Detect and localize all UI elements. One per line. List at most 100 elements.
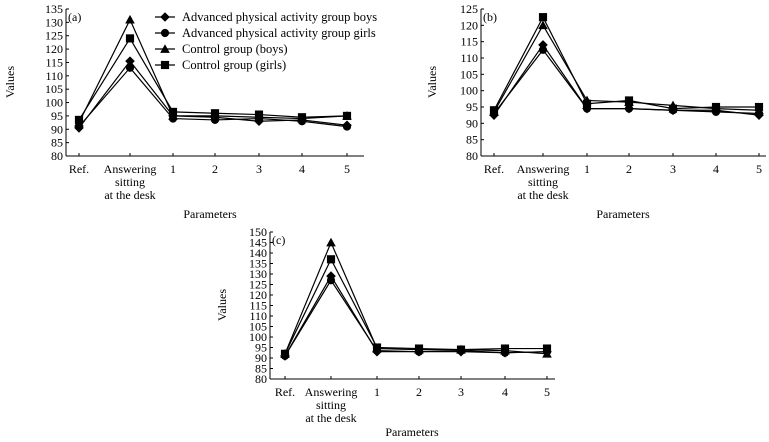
legend-label: Advanced physical activity group boys [182, 10, 377, 24]
y-tick-label: 90 [51, 122, 63, 136]
y-tick-label: 145 [249, 236, 267, 250]
series-line-diamond [284, 274, 548, 357]
point-square [168, 107, 178, 116]
point-square [210, 109, 220, 118]
point-square [456, 345, 466, 354]
point-triangle [538, 20, 548, 30]
legend-marker-circle [160, 28, 170, 38]
point-square [125, 34, 135, 43]
y-tick-label: 80 [51, 149, 63, 163]
point-square [297, 113, 307, 122]
x-axis-label: Parameters [183, 207, 237, 221]
y-tick-label: 110 [460, 51, 478, 65]
point-triangle [326, 237, 336, 247]
x-tick-label: 2 [212, 162, 218, 176]
x-tick-label: 1 [170, 162, 176, 176]
y-tick-label: 115 [460, 35, 478, 49]
y-tick-label: 85 [51, 136, 63, 150]
y-tick-label: 130 [249, 267, 267, 281]
point-circle [624, 104, 634, 113]
point-square [372, 343, 382, 352]
y-tick-label: 120 [45, 42, 63, 56]
point-square [668, 104, 678, 113]
y-tick-label: 95 [51, 109, 63, 123]
y-tick-label: 80 [466, 149, 478, 163]
series-line-square [284, 257, 547, 355]
y-tick-label: 85 [466, 133, 478, 147]
y-axis-label: Values [425, 66, 439, 98]
series-line-triangle [284, 240, 548, 355]
y-tick-label: 100 [460, 84, 478, 98]
x-tick-label: 2 [416, 385, 422, 399]
x-tick-label: 1 [584, 162, 590, 176]
x-tick-label: 3 [670, 162, 676, 176]
point-square [414, 344, 424, 353]
point-square [711, 102, 721, 112]
point-triangle [542, 349, 552, 358]
point-square [754, 102, 764, 112]
x-tick-label: 3 [256, 162, 262, 176]
y-tick-label: 100 [249, 330, 267, 344]
y-tick-label: 150 [249, 225, 267, 239]
x-tick-label: 2 [626, 162, 632, 176]
panel-label: (b) [483, 10, 497, 24]
y-tick-label: 95 [466, 100, 478, 114]
legend-label: Control group (girls) [182, 58, 286, 72]
y-tick-label: 105 [460, 67, 478, 81]
x-tick-label: 4 [502, 385, 508, 399]
point-square [542, 344, 552, 353]
point-square [254, 110, 264, 119]
y-axis-label: Values [215, 289, 229, 321]
y-tick-label: 90 [255, 351, 267, 365]
y-tick-label: 115 [249, 299, 267, 313]
legend-label: Advanced physical activity group girls [182, 26, 376, 40]
y-axis-label: Values [3, 66, 17, 98]
point-square [74, 115, 84, 124]
legend-marker-square [160, 60, 170, 70]
legend-marker-triangle [160, 44, 170, 53]
series-line-square [493, 15, 759, 111]
point-square [489, 106, 499, 115]
y-tick-label: 95 [255, 341, 267, 355]
x-tick-label: 4 [299, 162, 305, 176]
x-tick-label: Answering sitting at the desk [305, 385, 358, 425]
legend-marker-diamond [160, 12, 170, 22]
x-tick-label: 3 [458, 385, 464, 399]
point-square [624, 96, 634, 105]
y-tick-label: 125 [460, 2, 478, 16]
legend: Advanced physical activity group boys Adv… [155, 10, 377, 72]
y-tick-label: 110 [249, 309, 267, 323]
y-tick-label: 135 [45, 2, 63, 16]
point-square [538, 13, 548, 22]
y-tick-label: 135 [249, 257, 267, 271]
x-axis-label: Parameters [596, 207, 650, 221]
x-tick-label: Ref. [484, 162, 504, 176]
y-tick-label: 115 [45, 55, 63, 69]
x-tick-label: 5 [544, 385, 550, 399]
x-tick-label: Ref. [275, 385, 295, 399]
point-square [582, 99, 592, 108]
point-square [342, 111, 352, 120]
point-square [326, 255, 336, 264]
y-tick-label: 90 [466, 116, 478, 130]
point-circle [342, 122, 352, 131]
y-tick-label: 125 [45, 29, 63, 43]
panel-c: 8085909510010511011512012513013514014515… [215, 225, 555, 439]
x-tick-label: Ref. [69, 162, 89, 176]
y-tick-label: 80 [255, 372, 267, 386]
point-circle [538, 45, 548, 54]
legend-label: Control group (boys) [182, 42, 288, 56]
x-tick-label: Answering sitting at the desk [104, 162, 157, 202]
y-tick-label: 100 [45, 96, 63, 110]
x-tick-label: 4 [713, 162, 719, 176]
y-tick-label: 140 [249, 246, 267, 260]
y-tick-label: 85 [255, 362, 267, 376]
y-tick-label: 130 [45, 15, 63, 29]
point-square [500, 344, 510, 353]
point-square [280, 349, 290, 358]
point-diamond [538, 40, 548, 50]
panel-label: (c) [272, 233, 285, 247]
